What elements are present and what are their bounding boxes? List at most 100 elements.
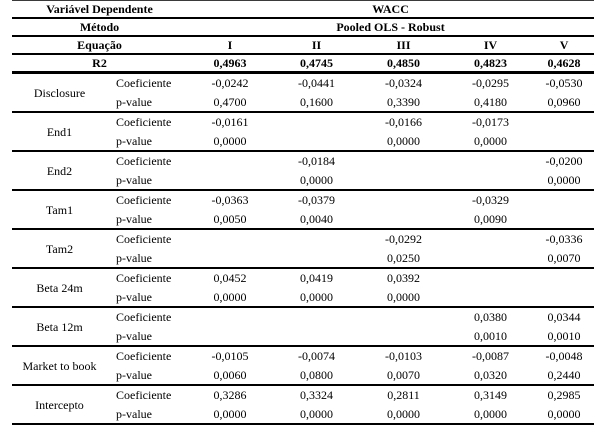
- coefficient-value: 0,0380: [474, 310, 508, 325]
- coefficient-value: 0,3324: [300, 388, 334, 403]
- pvalue-value: 0,0000: [273, 404, 361, 425]
- coefficient-value: 0,0392: [387, 271, 421, 286]
- coefficient-value: [360, 190, 447, 210]
- coefficient-row: End2 Coeficiente -0,0184 -0,0200: [12, 151, 594, 191]
- pvalue-row: p-value 0,0000 0,0000 0,0000: [12, 287, 594, 308]
- variable-name: Intercepto: [12, 385, 107, 425]
- pvalue-value: 0,0000: [187, 131, 274, 152]
- pvalue-value: 0,0000: [534, 170, 594, 191]
- coefficient-value: -0,0292: [385, 232, 423, 247]
- pvalue-value: 0,0320: [447, 365, 535, 386]
- pvalue-value: 0,0000: [187, 287, 274, 308]
- pvalue-label: p-value: [107, 287, 188, 308]
- pvalue-value: 0,0000: [447, 404, 535, 425]
- coefficient-value: -0,0324: [385, 76, 423, 91]
- coefficient-value: 0,0452: [213, 271, 247, 286]
- pvalue-value: 0,4180: [447, 92, 535, 113]
- coefficient-value: -0,0166: [385, 115, 423, 130]
- pvalue-value: 0,0000: [360, 404, 448, 425]
- dependent-variable-row: Variável Dependente WACC: [12, 0, 594, 19]
- coefficient-value: [187, 151, 273, 171]
- coefficient-row: Beta 24m Coeficiente 0,0452 0,0419 0,0392: [12, 268, 594, 308]
- pvalue-value: [534, 287, 594, 308]
- coefficient-row: Disclosure Coeficiente -0,0242 -0,0441 -0,03…: [12, 72, 594, 113]
- variable-name: Disclosure: [12, 72, 107, 113]
- variable-name: Tam1: [12, 190, 107, 230]
- pvalue-row: p-value 0,4700 0,1600 0,3390 0,4180 0,0960: [12, 92, 594, 113]
- pvalue-row: p-value 0,0000 0,0000 0,0000 0,0000 0,0000: [12, 404, 594, 425]
- coefficient-value: -0,0242: [211, 76, 249, 91]
- coefficient-value: [187, 307, 273, 327]
- pvalue-value: 0,0040: [273, 209, 361, 230]
- pvalue-label: p-value: [107, 131, 188, 152]
- coefficient-value: 0,3286: [213, 388, 247, 403]
- equation-column-header-4: IV: [447, 36, 535, 55]
- pvalue-value: [187, 170, 274, 191]
- pvalue-value: [273, 131, 361, 152]
- pvalue-value: 0,0000: [273, 170, 361, 191]
- coefficient-value: [447, 151, 534, 171]
- coefficient-row: Beta 12m Coeficiente 0,0380 0,0344: [12, 307, 594, 347]
- pvalue-label: p-value: [107, 209, 188, 230]
- coefficient-label: Coeficiente: [116, 271, 172, 286]
- coefficient-row: Market to book Coeficiente -0,0105 -0,0074 -…: [12, 346, 594, 386]
- table-body: Disclosure Coeficiente -0,0242 -0,0441 -0,03…: [12, 72, 594, 425]
- coefficient-value: -0,0048: [545, 349, 583, 364]
- r2-value-2: 0,4745: [273, 54, 361, 74]
- pvalue-row: p-value 0,0060 0,0800 0,0070 0,0320 0,2440: [12, 365, 594, 386]
- coefficient-value: -0,0200: [545, 154, 583, 169]
- coefficient-value: [187, 229, 273, 249]
- pvalue-value: 0,0960: [534, 92, 594, 113]
- pvalue-value: 0,0090: [447, 209, 535, 230]
- pvalue-row: p-value 0,0000 0,0000 0,0000: [12, 131, 594, 152]
- pvalue-row: p-value 0,0010 0,0010: [12, 326, 594, 347]
- pvalue-value: 0,0010: [534, 326, 594, 347]
- coefficient-row: Tam2 Coeficiente -0,0292 -0,0336: [12, 229, 594, 269]
- equation-column-header-5: V: [534, 36, 594, 55]
- regression-results-table: Variável Dependente WACC Método Pooled O…: [12, 0, 594, 425]
- coefficient-value: [360, 151, 447, 171]
- coefficient-value: [273, 229, 360, 249]
- pvalue-value: 0,2440: [534, 365, 594, 386]
- pvalue-value: 0,0010: [447, 326, 535, 347]
- r2-value-3: 0,4850: [360, 54, 448, 74]
- coefficient-value: [273, 307, 360, 327]
- pvalue-value: 0,4700: [187, 92, 274, 113]
- variable-name: Beta 24m: [12, 268, 107, 308]
- pvalue-label: p-value: [107, 365, 188, 386]
- r2-label: R2: [12, 54, 188, 74]
- coefficient-value: -0,0329: [472, 193, 510, 208]
- r2-value-5: 0,4628: [534, 54, 594, 74]
- coefficient-value: -0,0295: [472, 76, 510, 91]
- pvalue-value: 0,0070: [360, 365, 448, 386]
- coefficient-value: -0,0103: [385, 349, 423, 364]
- coefficient-value: -0,0173: [472, 115, 510, 130]
- equation-column-header-3: III: [360, 36, 448, 55]
- equation-row: Equação I II III IV V: [12, 36, 594, 55]
- coefficient-label: Coeficiente: [116, 193, 172, 208]
- pvalue-value: 0,0000: [534, 404, 594, 425]
- pvalue-value: 0,0800: [273, 365, 361, 386]
- method-label: Método: [12, 18, 188, 37]
- coefficient-label: Coeficiente: [116, 115, 172, 130]
- pvalue-value: 0,1600: [273, 92, 361, 113]
- coefficient-label: Coeficiente: [116, 154, 172, 169]
- coefficient-value: -0,0105: [211, 349, 249, 364]
- pvalue-value: 0,0000: [273, 287, 361, 308]
- variable-name: Tam2: [12, 229, 107, 269]
- pvalue-value: [273, 326, 361, 347]
- pvalue-value: 0,0000: [360, 287, 448, 308]
- r2-value-1: 0,4963: [187, 54, 274, 74]
- pvalue-label: p-value: [107, 170, 188, 191]
- coefficient-value: [447, 229, 534, 249]
- coefficient-value: -0,0074: [298, 349, 336, 364]
- pvalue-value: [447, 248, 535, 269]
- coefficient-value: -0,0379: [298, 193, 336, 208]
- variable-name: Market to book: [12, 346, 107, 386]
- coefficient-value: 0,3149: [474, 388, 508, 403]
- coefficient-value: -0,0336: [545, 232, 583, 247]
- r2-value-4: 0,4823: [447, 54, 535, 74]
- pvalue-value: 0,3390: [360, 92, 448, 113]
- coefficient-value: 0,2811: [387, 388, 420, 403]
- variable-name: End1: [12, 112, 107, 152]
